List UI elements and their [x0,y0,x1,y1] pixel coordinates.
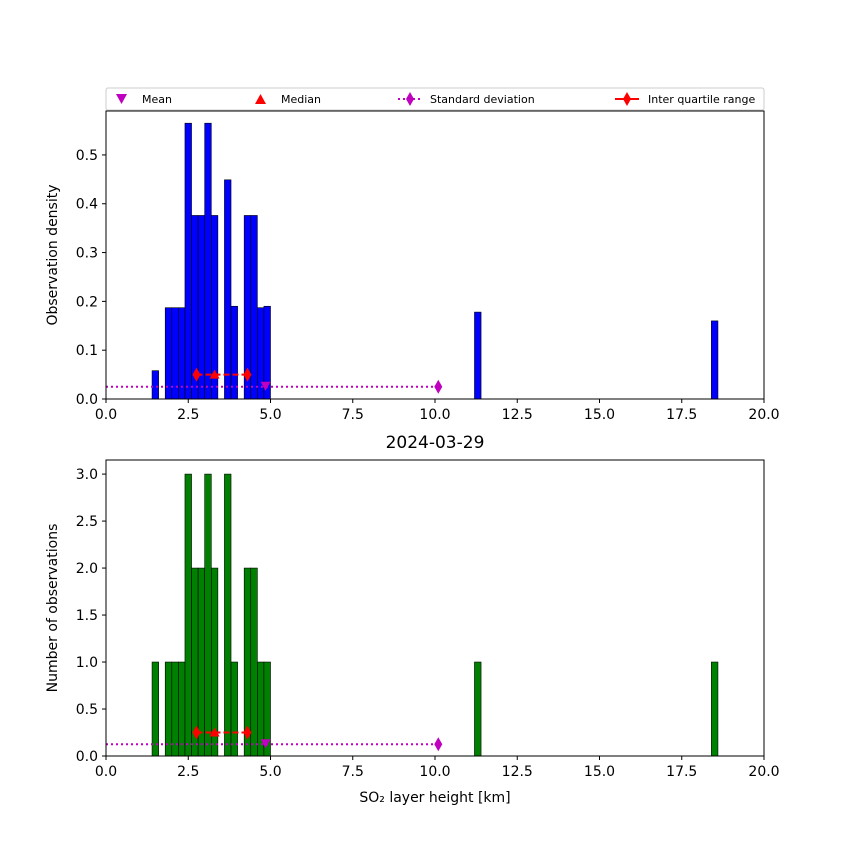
density-y-tick-label-2: 0.2 [76,294,98,310]
density-panel: Observation density 0.0 2.5 5.0 7.5 10.0 12.5… [45,110,780,423]
count-y-tick-label-3: 1.5 [76,608,98,624]
density-y-tick-label-4: 0.4 [76,197,98,213]
count-bar-4 [184,473,192,757]
count-y-ticks: 0.0 0.5 1.0 1.5 2.0 2.5 3.0 [76,467,106,765]
density-x-tick-label-4: 10.0 [419,407,450,423]
density-x-tick-label-6: 15.0 [584,407,615,423]
legend-label-median: Median [281,93,321,106]
count-bar-2 [171,661,179,757]
median-marker-icon [255,94,266,104]
density-std-marker [434,379,443,394]
count-bar-6 [197,567,205,757]
density-bar-12 [250,215,258,400]
count-y-axis-label: Number of observations [45,524,61,693]
legend-label-inter-quartile-range: Inter quartile range [648,93,755,106]
count-bar-15 [474,661,482,757]
count-x-tick-label-1: 2.5 [177,764,199,780]
count-panel: 2024-03-29 Number of observations SO₂ la… [45,433,780,806]
count-bar-9 [224,473,232,757]
count-x-axis-label: SO₂ layer height [km] [359,790,510,806]
iqr-marker-icon [623,92,631,106]
density-y-ticks: 0.0 0.1 0.2 0.3 0.4 0.5 [76,148,106,408]
density-iqr-start-marker [192,367,201,382]
count-iqr-end-marker [243,725,252,740]
legend-entry-mean: Mean [116,93,172,106]
density-bar-0 [151,370,159,400]
count-y-tick-label-6: 3.0 [76,467,98,483]
legend-frame [105,87,765,111]
mean-marker-icon [116,94,127,104]
density-iqr-end-marker [243,367,252,382]
count-y-tick-label-1: 0.5 [76,702,98,718]
density-bar-15 [474,311,482,400]
count-x-tick-label-0: 0.0 [95,764,117,780]
density-mean-marker [260,381,271,391]
density-bar-1 [164,307,173,400]
density-y-tick-label-5: 0.5 [76,148,98,164]
count-x-tick-label-2: 5.0 [259,764,281,780]
count-bar-0 [151,661,159,757]
count-bar-10 [230,661,238,757]
density-bars [151,122,719,400]
density-x-tick-label-7: 17.5 [666,407,697,423]
density-bar-2 [171,307,179,400]
count-panel-title: 2024-03-29 [386,433,485,453]
density-bar-3 [178,307,186,400]
density-x-tick-label-1: 2.5 [177,407,199,423]
count-bar-1 [164,661,173,757]
density-bar-7 [204,122,212,400]
density-statistics [106,367,443,394]
density-y-axis-label: Observation density [45,184,61,325]
density-median-marker [209,369,220,379]
legend-label-standard-deviation: Standard deviation [430,93,535,106]
density-x-tick-label-2: 5.0 [259,407,281,423]
density-y-tick-label-3: 0.3 [76,246,98,262]
count-median-marker [209,727,220,737]
density-x-tick-label-8: 20.0 [748,407,779,423]
count-y-tick-label-0: 0.0 [76,749,98,765]
legend-entry-median: Median [255,93,321,106]
count-x-tick-label-3: 7.5 [342,764,364,780]
count-mean-marker [260,739,271,749]
count-x-tick-label-4: 10.0 [419,764,450,780]
density-bar-9 [224,179,232,400]
count-statistics [106,725,443,752]
density-y-tick-label-0: 0.0 [76,392,98,408]
count-iqr-start-marker [192,725,201,740]
count-std-marker [434,737,443,752]
count-bar-7 [204,473,212,757]
count-x-tick-label-7: 17.5 [666,764,697,780]
density-x-tick-label-3: 7.5 [342,407,364,423]
count-bar-16 [711,661,719,757]
density-x-ticks: 0.0 2.5 5.0 7.5 10.0 12.5 15.0 17.5 20.0 [95,399,780,423]
density-bar-6 [197,215,205,400]
count-x-tick-label-6: 15.0 [584,764,615,780]
count-y-tick-label-4: 2.0 [76,561,98,577]
legend-entry-standard-deviation: Standard deviation [398,92,535,106]
count-bar-12 [250,567,258,757]
count-bar-3 [178,661,186,757]
count-plot-frame [105,459,765,757]
density-x-tick-label-0: 0.0 [95,407,117,423]
density-y-tick-label-1: 0.1 [76,343,98,359]
count-x-ticks: 0.0 2.5 5.0 7.5 10.0 12.5 15.0 17.5 20.0 [95,756,780,780]
density-bar-4 [184,122,192,400]
density-bar-16 [711,320,719,400]
density-bar-10 [230,305,238,400]
count-x-tick-label-8: 20.0 [748,764,779,780]
legend-label-mean: Mean [142,93,172,106]
count-y-tick-label-2: 1.0 [76,655,98,671]
count-y-tick-label-5: 2.5 [76,514,98,530]
count-x-tick-label-5: 12.5 [502,764,533,780]
legend: Mean Median Standard deviation Inter qua… [105,87,765,111]
density-plot-frame [105,110,765,400]
std-marker-icon [406,92,414,106]
density-x-tick-label-5: 12.5 [502,407,533,423]
legend-entry-inter-quartile-range: Inter quartile range [615,92,755,106]
